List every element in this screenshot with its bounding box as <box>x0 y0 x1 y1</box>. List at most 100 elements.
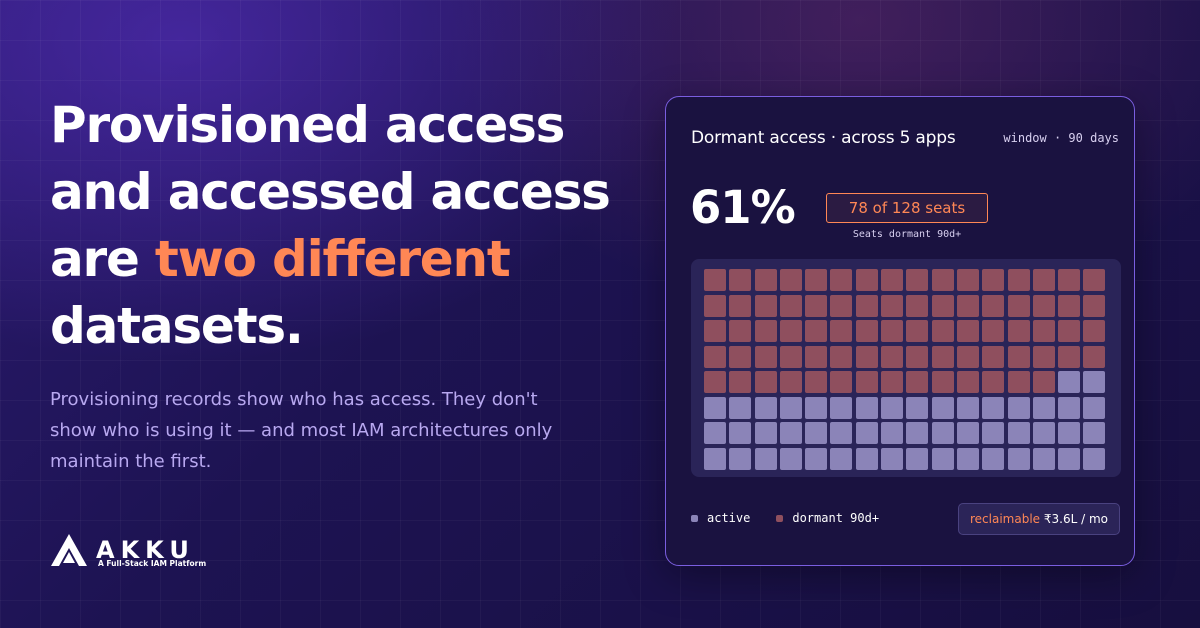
seat-dormant <box>1007 320 1030 342</box>
legend-label-active: active <box>707 511 751 525</box>
seat-active <box>931 447 954 470</box>
seat-dormant <box>805 269 828 291</box>
seat-active <box>1007 447 1030 470</box>
headline: Provisioned access and accessed access a… <box>50 92 630 360</box>
seat-dormant <box>1007 294 1030 317</box>
seat-active <box>779 447 802 470</box>
seat-active <box>1007 396 1030 419</box>
seat-active <box>704 447 726 470</box>
seat-dormant <box>754 320 777 342</box>
seat-dormant <box>931 269 954 291</box>
legend: active dormant 90d+ <box>691 511 905 525</box>
seat-active <box>1058 447 1081 470</box>
seat-dormant <box>982 371 1005 393</box>
seat-dormant <box>1083 269 1106 291</box>
seat-dormant <box>906 269 929 291</box>
seat-dormant <box>881 294 904 317</box>
seat-dormant <box>855 345 878 368</box>
seat-dormant <box>805 345 828 368</box>
seat-dormant <box>779 269 802 291</box>
seat-grid <box>691 259 1121 477</box>
dormant-access-card: Dormant access · across 5 apps window · … <box>665 96 1135 566</box>
seat-dormant <box>931 371 954 393</box>
seat-dormant <box>830 371 853 393</box>
headline-line-4: datasets. <box>50 297 304 355</box>
seat-dormant <box>906 294 929 317</box>
seat-active <box>830 396 853 419</box>
seat-dormant <box>982 320 1005 342</box>
seat-active <box>956 422 979 444</box>
seat-dormant <box>982 294 1005 317</box>
seat-active <box>855 447 878 470</box>
seat-dormant <box>931 294 954 317</box>
legend-item-dormant: dormant 90d+ <box>776 511 879 525</box>
seat-dormant <box>779 371 802 393</box>
seat-dormant <box>1032 371 1055 393</box>
seat-active <box>1083 371 1106 393</box>
brand-logo: AKKU A Full-Stack IAM Platform <box>50 533 206 568</box>
seat-dormant <box>830 269 853 291</box>
dormant-percentage: 61% <box>690 181 796 234</box>
seat-dormant <box>704 294 726 317</box>
seat-active <box>906 422 929 444</box>
seat-dormant <box>704 320 726 342</box>
seat-dormant <box>805 294 828 317</box>
active-swatch <box>691 514 698 522</box>
seat-dormant <box>729 294 752 317</box>
seat-dormant <box>754 371 777 393</box>
reclaimable-value: ₹3.6L / mo <box>1040 512 1108 526</box>
seat-dormant <box>704 269 726 291</box>
seat-dormant <box>1007 269 1030 291</box>
reclaimable-label: reclaimable <box>970 512 1041 526</box>
seat-dormant <box>779 294 802 317</box>
seat-active <box>704 396 726 419</box>
seat-active <box>754 396 777 419</box>
seat-active <box>982 422 1005 444</box>
seat-dormant <box>754 345 777 368</box>
seat-dormant <box>1032 320 1055 342</box>
seat-dormant <box>931 320 954 342</box>
seat-dormant <box>931 345 954 368</box>
brand-name: AKKU <box>96 536 195 564</box>
card-title: Dormant access · across 5 apps <box>691 128 956 148</box>
seat-active <box>1058 422 1081 444</box>
seat-active <box>881 396 904 419</box>
seat-active <box>1083 447 1106 470</box>
seat-dormant <box>956 269 979 291</box>
seat-active <box>830 447 853 470</box>
subtext: Provisioning records show who has access… <box>50 389 553 472</box>
seat-dormant <box>855 269 878 291</box>
seat-active <box>754 447 777 470</box>
seat-dormant <box>881 320 904 342</box>
time-window-label: window · 90 days <box>1003 131 1119 145</box>
seat-dormant <box>881 345 904 368</box>
seat-dormant <box>906 345 929 368</box>
seat-dormant <box>805 320 828 342</box>
seat-active <box>830 422 853 444</box>
seat-dormant <box>881 371 904 393</box>
seat-dormant <box>956 371 979 393</box>
seat-dormant <box>855 371 878 393</box>
seat-dormant <box>1032 345 1055 368</box>
seat-dormant <box>1007 371 1030 393</box>
seat-active <box>1007 422 1030 444</box>
seat-dormant <box>855 320 878 342</box>
seat-active <box>779 396 802 419</box>
seat-dormant <box>855 294 878 317</box>
seat-active <box>1058 371 1081 393</box>
headline-line-2: and accessed access <box>50 163 611 221</box>
seat-dormant <box>1032 269 1055 291</box>
seat-dormant <box>729 269 752 291</box>
seat-active <box>855 422 878 444</box>
seat-dormant <box>704 371 726 393</box>
seat-dormant <box>1083 345 1106 368</box>
seat-dormant <box>754 269 777 291</box>
seat-active <box>729 396 752 419</box>
seat-dormant <box>982 269 1005 291</box>
seat-dormant <box>881 269 904 291</box>
seat-dormant <box>1007 345 1030 368</box>
seat-dormant <box>906 371 929 393</box>
seat-active <box>805 396 828 419</box>
reclaimable-badge: reclaimable ₹3.6L / mo <box>958 503 1120 535</box>
seat-active <box>805 422 828 444</box>
